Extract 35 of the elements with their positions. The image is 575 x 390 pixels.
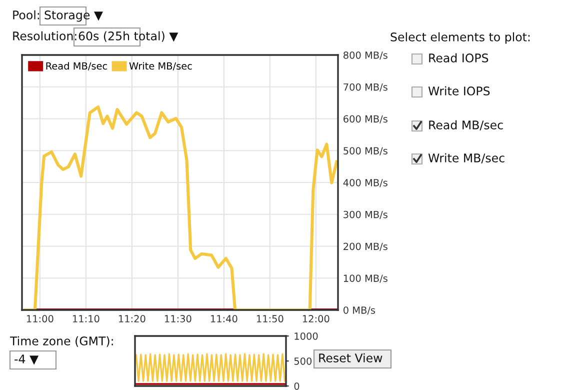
y-tick-label: 100 MB/s	[344, 274, 388, 283]
text: Resolution:	[13, 31, 76, 40]
text: Write IOPS	[428, 86, 490, 96]
text: Pool:	[13, 10, 40, 20]
x-tick-label: 11:50	[256, 315, 284, 322]
x-tick-label: 11:10	[73, 315, 100, 322]
text: Time zone (GMT):	[10, 336, 113, 347]
y-tick-label: 400 MB/s	[343, 178, 388, 188]
text: Reset View	[319, 353, 382, 362]
y-tick-label: 300 MB/s	[344, 210, 388, 219]
text: -4 ▼	[14, 354, 39, 365]
y-tick-label: 700 MB/s	[344, 83, 388, 92]
x-tick-label: 11:00	[27, 315, 54, 322]
y-tick-label: 600 MB/s	[344, 115, 388, 124]
text: 60s (25h total) ▼	[78, 31, 178, 42]
y-tick-label: 200 MB/s	[344, 242, 388, 251]
x-tick-label: 11:40	[210, 315, 238, 322]
y-tick-label: 500	[294, 357, 312, 365]
legend-label: Read MB/sec	[46, 62, 107, 70]
text: Read MB/sec	[429, 120, 503, 130]
line-series	[24, 105, 338, 310]
text: Storage ▼	[44, 10, 103, 22]
text: Select elements to plot:	[390, 32, 530, 44]
y-tick-label: 0	[294, 382, 300, 390]
y-tick-label: 500 MB/s	[344, 147, 388, 156]
y-tick-label: 800 MB/s	[344, 51, 388, 60]
line-series	[135, 353, 286, 382]
legend-label: Write MB/sec	[129, 62, 192, 70]
x-tick-label: 11:30	[164, 315, 192, 322]
y-tick-label: 1000	[294, 332, 318, 340]
x-tick-label: 12:00	[302, 315, 330, 322]
y-tick-label: 0 MB/s	[344, 306, 376, 315]
x-tick-label: 11:20	[118, 315, 146, 322]
text: Write MB/sec	[428, 153, 504, 164]
text: Read IOPS	[429, 53, 488, 62]
